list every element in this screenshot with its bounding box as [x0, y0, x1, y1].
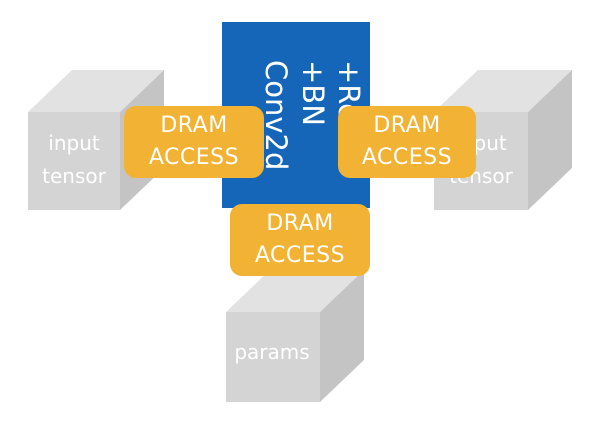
cube-right-top-face: [434, 70, 572, 112]
params-label: params: [234, 340, 309, 364]
op-label-bn: +BN: [296, 60, 330, 126]
input-tensor-left-label-line2: tensor: [42, 164, 106, 188]
cube-input-tensor-right: input tensor: [434, 70, 572, 210]
input-tensor-left-label-line1: input: [48, 131, 100, 155]
cube-params-front-face: [226, 312, 320, 402]
dram-access-right: DRAM ACCESS: [338, 106, 476, 178]
dram-access-left: DRAM ACCESS: [124, 106, 264, 178]
cube-left-front-face: [28, 112, 120, 210]
dram-access-right-line2: ACCESS: [361, 145, 453, 170]
cube-left-top-face: [28, 70, 164, 112]
cube-params-side-face: [320, 270, 364, 402]
dram-access-left-line1: DRAM: [160, 113, 228, 138]
dram-access-bottom-line1: DRAM: [266, 211, 334, 236]
dram-access-bottom: DRAM ACCESS: [230, 204, 370, 276]
dram-access-bottom-line2: ACCESS: [254, 243, 346, 268]
cube-params-top-face: [226, 270, 364, 312]
cube-right-side-face: [528, 70, 572, 210]
op-label-conv2d: Conv2d: [259, 60, 293, 170]
cube-params: params: [226, 270, 364, 402]
dram-access-right-line1: DRAM: [373, 113, 441, 138]
dram-access-left-line2: ACCESS: [148, 145, 240, 170]
